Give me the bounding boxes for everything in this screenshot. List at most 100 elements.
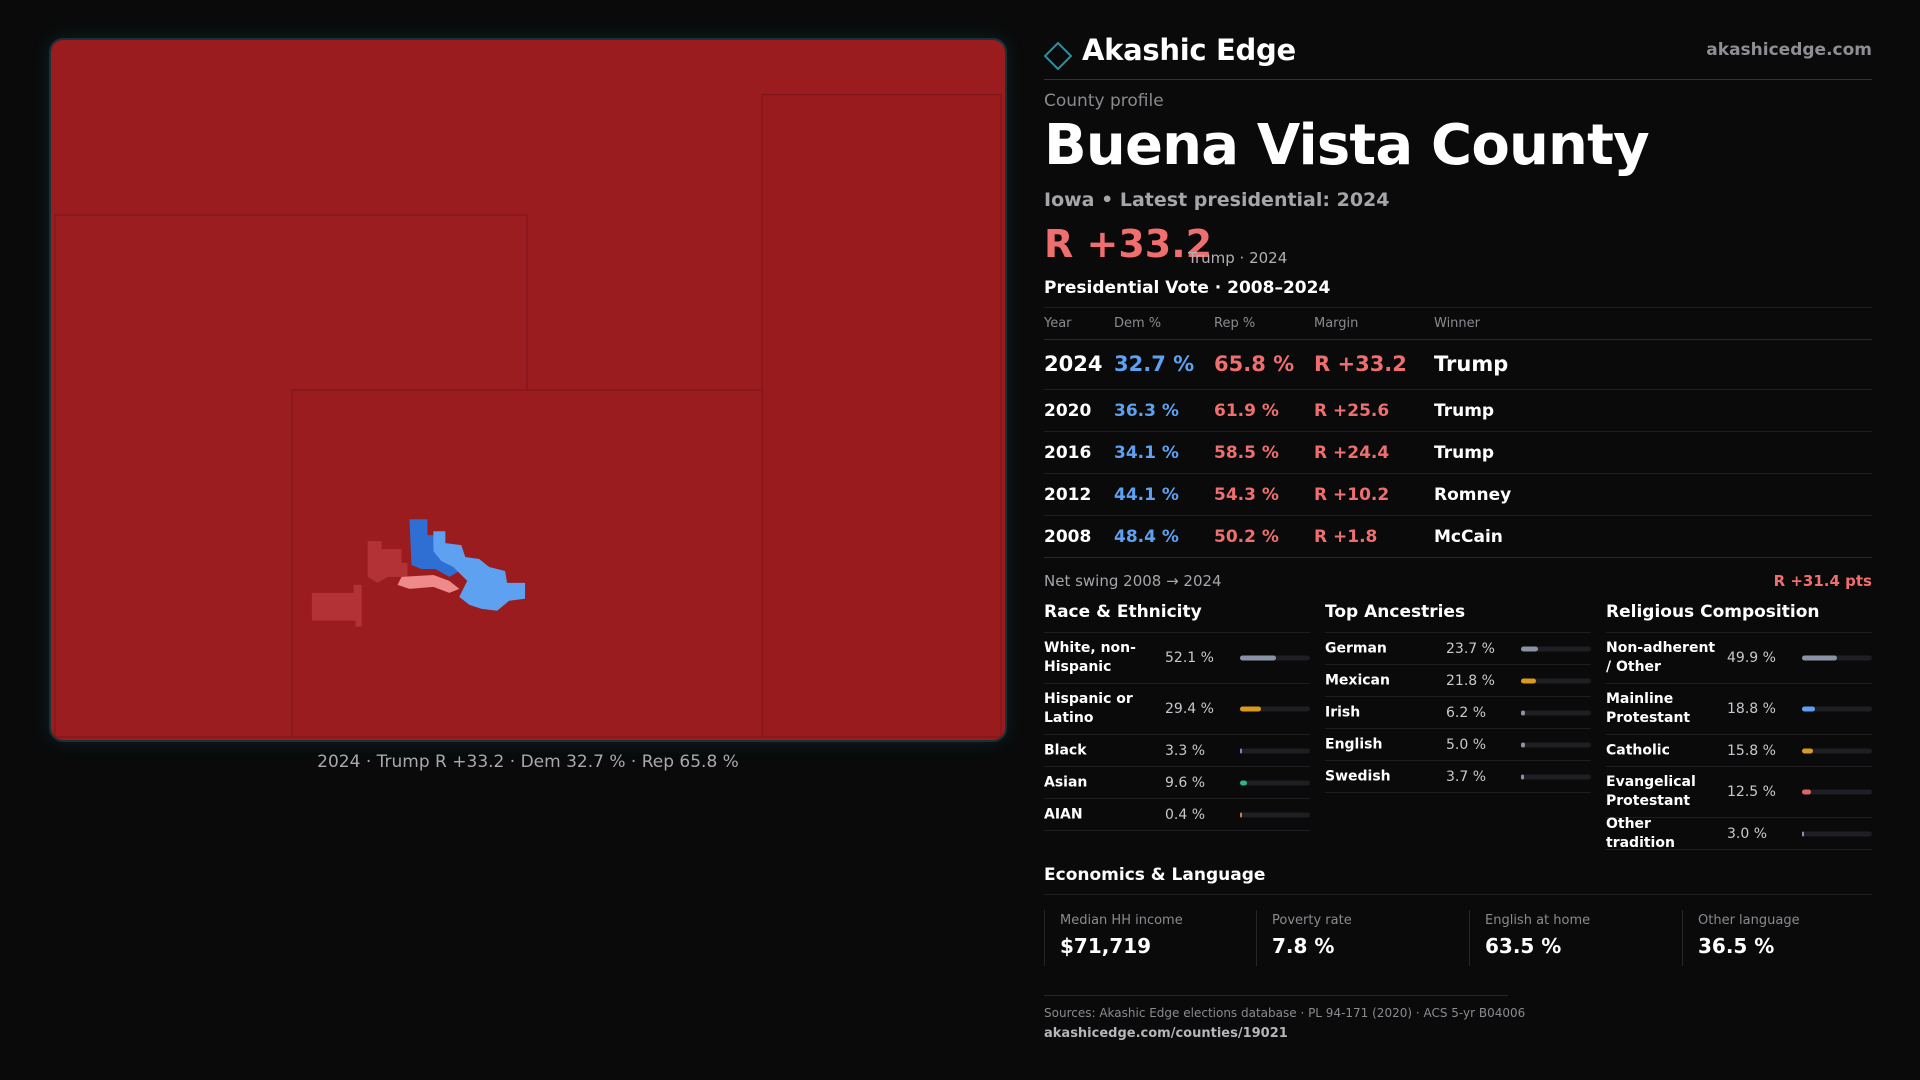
- precinct-town-lean-dem: [433, 531, 526, 611]
- section-title: Religious Composition: [1606, 600, 1872, 633]
- cell-winner: McCain: [1434, 527, 1503, 547]
- table-row: 2008 48.4 % 50.2 % R +1.8 McCain: [1044, 515, 1872, 557]
- stat-bar-fill: [1802, 748, 1814, 753]
- econ-value: 7.8 %: [1272, 934, 1335, 958]
- stat-row: Irish 6.2 %: [1325, 697, 1591, 729]
- precinct-east: [761, 94, 1002, 738]
- econ-label: Poverty rate: [1272, 913, 1352, 928]
- table-row: 2012 44.1 % 54.3 % R +10.2 Romney: [1044, 473, 1872, 515]
- race-ethnicity-section: Race & Ethnicity White, non-Hispanic 52.…: [1044, 600, 1310, 831]
- cell-year: 2024: [1044, 352, 1103, 376]
- stat-row: White, non-Hispanic 52.1 %: [1044, 633, 1310, 684]
- stat-value: 5.0 %: [1446, 736, 1487, 753]
- stat-label: AIAN: [1044, 806, 1083, 822]
- cell-winner: Romney: [1434, 485, 1512, 505]
- page-subtitle: Iowa • Latest presidential: 2024: [1044, 189, 1390, 211]
- econ-label: English at home: [1485, 913, 1591, 928]
- stat-value: 6.2 %: [1446, 704, 1487, 721]
- col-dem-header: Dem %: [1114, 316, 1162, 331]
- table-header-row: Year Dem % Rep % Margin Winner: [1044, 307, 1872, 339]
- stat-row: Evangelical Protestant 12.5 %: [1606, 767, 1872, 818]
- col-winner-header: Winner: [1434, 316, 1481, 331]
- table-divider: [1044, 557, 1872, 558]
- stat-row: Other tradition 3.0 %: [1606, 815, 1872, 851]
- precinct-map-svg[interactable]: [51, 40, 1005, 740]
- cell-winner: Trump: [1434, 443, 1495, 463]
- stat-bar: [1521, 742, 1591, 747]
- stat-value: 9.6 %: [1165, 774, 1206, 791]
- stat-value: 18.8 %: [1727, 701, 1776, 717]
- net-swing-label: Net swing 2008 → 2024: [1044, 572, 1222, 590]
- stat-value: 29.4 %: [1165, 701, 1214, 717]
- col-margin-header: Margin: [1314, 316, 1359, 331]
- sources-note: Sources: Akashic Edge elections database…: [1044, 1006, 1526, 1020]
- stat-value: 0.4 %: [1165, 806, 1206, 823]
- headline-margin: R +33.2: [1044, 222, 1213, 266]
- cell-year: 2016: [1044, 443, 1092, 463]
- stat-row: AIAN 0.4 %: [1044, 799, 1310, 831]
- stat-row: Non-adherent / Other 49.9 %: [1606, 633, 1872, 684]
- cell-year: 2008: [1044, 527, 1092, 547]
- stat-value: 12.5 %: [1727, 784, 1776, 800]
- econ-cell-income: Median HH income $71,719: [1044, 910, 1234, 966]
- stat-value: 49.9 %: [1727, 650, 1776, 666]
- stat-label: Mexican: [1325, 672, 1390, 688]
- cell-margin: R +25.6: [1314, 401, 1390, 421]
- stat-bar-fill: [1521, 678, 1537, 683]
- cell-margin: R +1.8: [1314, 527, 1378, 547]
- cell-dem: 32.7 %: [1114, 352, 1195, 376]
- table-row: 2020 36.3 % 61.9 % R +25.6 Trump: [1044, 389, 1872, 431]
- cell-year: 2020: [1044, 401, 1092, 421]
- econ-value: $71,719: [1060, 934, 1152, 958]
- precinct-central: [291, 389, 763, 738]
- county-url-link[interactable]: akashicedge.com/counties/19021: [1044, 1026, 1288, 1041]
- section-divider: [1044, 894, 1872, 895]
- stat-label: Catholic: [1606, 742, 1670, 758]
- stat-label: German: [1325, 640, 1387, 656]
- page-kicker: County profile: [1044, 91, 1164, 111]
- econ-cell-english: English at home 63.5 %: [1469, 910, 1659, 966]
- econ-cell-other-language: Other language 36.5 %: [1682, 910, 1872, 966]
- stat-label: Asian: [1044, 774, 1088, 790]
- stat-bar: [1802, 831, 1872, 836]
- vote-table-heading: Presidential Vote · 2008–2024: [1044, 278, 1331, 298]
- net-swing-value: R +31.4 pts: [1773, 572, 1872, 590]
- stat-label: Black: [1044, 742, 1087, 758]
- econ-value: 63.5 %: [1485, 934, 1562, 958]
- stat-row: Swedish 3.7 %: [1325, 761, 1591, 793]
- stat-value: 21.8 %: [1446, 672, 1495, 689]
- stat-bar-fill: [1802, 789, 1811, 795]
- stat-bar: [1802, 706, 1872, 712]
- cell-rep: 65.8 %: [1214, 352, 1295, 376]
- econ-value: 36.5 %: [1698, 934, 1775, 958]
- stat-bar: [1521, 774, 1591, 779]
- stat-label: Evangelical Protestant: [1606, 774, 1696, 809]
- county-precinct-map[interactable]: [49, 38, 1007, 742]
- stat-value: 15.8 %: [1727, 742, 1776, 759]
- stat-bar: [1802, 789, 1872, 795]
- col-rep-header: Rep %: [1214, 316, 1256, 331]
- econ-cell-poverty: Poverty rate 7.8 %: [1256, 910, 1446, 966]
- brand-header: Akashic Edge akashicedge.com: [1044, 30, 1872, 80]
- stat-row: Black 3.3 %: [1044, 735, 1310, 767]
- economics-title: Economics & Language: [1044, 865, 1266, 885]
- table-row-latest: 2024 32.7 % 65.8 % R +33.2 Trump: [1044, 339, 1872, 389]
- presidential-vote-table: Year Dem % Rep % Margin Winner 2024 32.7…: [1044, 307, 1872, 558]
- stat-bar-fill: [1240, 706, 1261, 712]
- stat-label: English: [1325, 736, 1383, 752]
- stat-bar-fill: [1521, 774, 1524, 779]
- cell-dem: 36.3 %: [1114, 401, 1179, 421]
- econ-label: Other language: [1698, 913, 1800, 928]
- precinct-town-north: [367, 541, 408, 583]
- stat-bar-fill: [1802, 706, 1816, 712]
- stat-bar: [1521, 710, 1591, 715]
- stat-bar-fill: [1802, 831, 1805, 836]
- stat-bar: [1802, 748, 1872, 753]
- stat-label: Other tradition: [1606, 815, 1675, 851]
- cell-winner: Trump: [1434, 401, 1495, 421]
- stat-label: White, non-Hispanic: [1044, 640, 1136, 675]
- cell-margin: R +10.2: [1314, 485, 1390, 505]
- precinct-town-west: [311, 584, 362, 627]
- brand-url-link[interactable]: akashicedge.com: [1706, 40, 1872, 60]
- page-title: Buena Vista County: [1044, 113, 1650, 178]
